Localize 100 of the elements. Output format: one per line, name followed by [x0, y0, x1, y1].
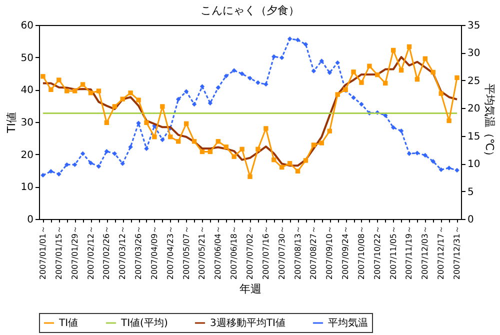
y2-tick-label: 30 [468, 48, 480, 60]
point [144, 120, 149, 125]
x-tick-label: 2007/07/30～ [277, 226, 286, 280]
x-tick-label: 2007/09/24～ [341, 226, 350, 280]
point [272, 54, 276, 59]
point [232, 68, 236, 73]
point [56, 78, 62, 82]
point [446, 166, 452, 170]
x-tick-label: 2007/01/29～ [70, 226, 80, 280]
point [48, 87, 54, 92]
y2-axis-title: 平均気温（℃） [483, 83, 496, 162]
point [176, 139, 181, 144]
point [414, 150, 420, 156]
point [319, 58, 324, 64]
point [216, 85, 220, 90]
point [256, 146, 260, 152]
y2-tick-label: 5 [468, 186, 474, 198]
point [264, 82, 268, 87]
x-tick-label: 2007/02/12～ [86, 226, 96, 280]
x-tick-label: 2007/03/12～ [118, 226, 128, 280]
point [40, 172, 46, 178]
point [256, 80, 260, 85]
point [216, 139, 220, 144]
point [454, 75, 460, 80]
x-tick-label: 2007/10/22～ [372, 226, 382, 280]
point [327, 70, 332, 76]
x-tick-label: 2007/12/03～ [420, 226, 430, 280]
point [104, 120, 110, 125]
point [367, 64, 372, 68]
legend-label: TI値 [58, 317, 78, 329]
point [88, 160, 94, 166]
point [112, 151, 117, 156]
point [319, 140, 324, 146]
point [240, 146, 244, 152]
point [375, 72, 380, 78]
x-tick-label: 2007/11/19～ [404, 226, 414, 280]
point [128, 90, 133, 96]
point [280, 55, 284, 60]
point [422, 152, 428, 158]
point [144, 146, 149, 151]
x-tick-label: 2007/02/26～ [102, 226, 112, 280]
point [335, 92, 340, 97]
point [438, 91, 444, 96]
point [208, 100, 213, 106]
point [335, 60, 340, 66]
x-tick-label: 2007/05/07～ [182, 226, 191, 280]
point [430, 159, 436, 164]
y2-tick-label: 25 [468, 76, 480, 87]
point [232, 154, 236, 159]
point [224, 144, 228, 150]
x-tick-label: 2007/04/09～ [150, 226, 159, 280]
point [248, 174, 252, 179]
x-tick-label: 2007/07/16～ [261, 226, 270, 280]
x-tick-label: 2007/06/18～ [230, 226, 239, 280]
x-tick-label: 2007/11/05～ [388, 226, 398, 280]
point [430, 70, 436, 75]
point [160, 104, 165, 109]
x-tick-label: 2007/05/21～ [198, 226, 207, 280]
point [295, 168, 300, 174]
point [287, 161, 292, 166]
y-tick-label: 30 [20, 118, 34, 128]
point [136, 98, 141, 102]
x-tick-label: 2007/06/04～ [214, 226, 223, 280]
legend-label: 平均気温 [328, 317, 368, 329]
x-tick-label: 2007/10/08～ [356, 226, 366, 280]
point [398, 128, 404, 134]
y2-tick-label: 20 [468, 104, 480, 115]
point [383, 80, 388, 86]
point [192, 139, 197, 144]
point [96, 164, 102, 169]
point [398, 68, 404, 73]
x-tick-label: 2007/08/27～ [309, 226, 318, 280]
point [64, 88, 70, 94]
x-tick-label: 2007/08/13～ [293, 226, 302, 280]
point [359, 102, 364, 107]
point [72, 88, 78, 94]
point [311, 142, 316, 148]
point [248, 76, 252, 81]
point [80, 151, 86, 156]
point [120, 96, 125, 102]
point [264, 126, 268, 131]
legend-label: TI値(平均) [120, 317, 168, 329]
point [422, 56, 428, 61]
legend-label: 3週移動平均TI値 [210, 317, 286, 329]
y-axis-title: TI値 [4, 112, 18, 134]
y2-tick-label: 0 [468, 214, 474, 226]
point [303, 158, 308, 163]
x-tick-label: 2007/12/17～ [436, 226, 446, 280]
x-axis-title: 年週 [240, 282, 262, 296]
x-tick-label: 2007/01/01～ [38, 226, 48, 280]
point [240, 71, 244, 76]
point [224, 74, 228, 78]
point [208, 149, 213, 154]
y-tick-label: 10 [20, 182, 34, 194]
point [200, 149, 205, 154]
y-tick-label: 60 [20, 20, 34, 32]
x-tick-label: 2007/04/23～ [166, 226, 175, 280]
point [359, 80, 364, 85]
y2-tick-label: 10 [468, 159, 480, 170]
chart-title: こんにゃく（夕食） [200, 4, 300, 17]
